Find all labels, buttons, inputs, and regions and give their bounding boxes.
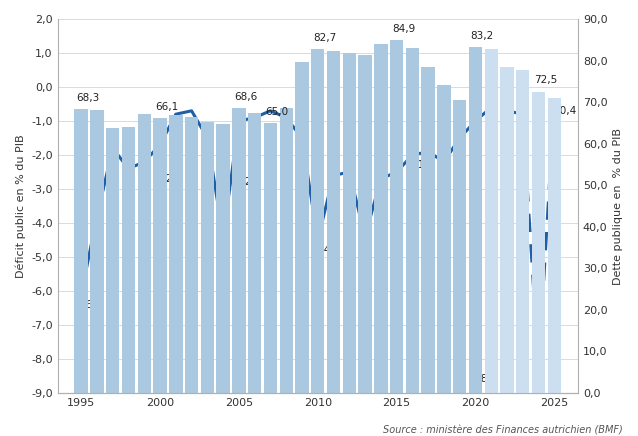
Bar [359, 55, 372, 393]
Y-axis label: Déficit public en % du PIB: Déficit public en % du PIB [15, 134, 26, 278]
Bar [374, 44, 387, 393]
Text: -4,4: -4,4 [320, 245, 341, 255]
Bar [201, 122, 214, 393]
Bar [343, 53, 356, 393]
Text: -8,3: -8,3 [478, 375, 498, 385]
Y-axis label: Dette publique en  % du PIB: Dette publique en % du PIB [613, 127, 623, 285]
Text: -2,4: -2,4 [163, 174, 183, 184]
Text: 84,9: 84,9 [392, 24, 415, 34]
Bar [422, 67, 435, 393]
Bar [453, 100, 466, 393]
Bar [263, 123, 277, 393]
Bar [169, 115, 182, 393]
Bar [153, 118, 167, 393]
Bar [185, 117, 198, 393]
Bar [484, 49, 498, 393]
Text: -6,1: -6,1 [83, 300, 103, 310]
Bar [279, 109, 293, 393]
Bar [216, 124, 230, 393]
Bar [248, 113, 262, 393]
Bar [122, 127, 135, 393]
Text: 65,0: 65,0 [265, 107, 289, 117]
Bar [516, 70, 530, 393]
Text: Source : ministère des Finances autrichien (BMF): Source : ministère des Finances autrichi… [383, 426, 623, 436]
Bar [138, 114, 151, 393]
Text: 68,3: 68,3 [77, 93, 100, 103]
Bar [469, 47, 482, 393]
Text: -2,5: -2,5 [241, 177, 262, 187]
Text: 66,1: 66,1 [155, 102, 179, 112]
Bar [406, 48, 419, 393]
Bar [232, 108, 246, 393]
Bar [390, 40, 403, 393]
Bar [532, 92, 545, 393]
Text: 72,5: 72,5 [534, 75, 557, 85]
Bar [90, 110, 103, 393]
Bar [547, 98, 561, 393]
Text: -1,0: -1,0 [415, 160, 435, 170]
Text: 83,2: 83,2 [471, 31, 494, 41]
Bar [437, 85, 450, 393]
Bar [75, 109, 88, 393]
Bar [500, 67, 514, 393]
Bar [327, 51, 340, 393]
Bar [311, 49, 325, 393]
Bar [295, 62, 309, 393]
Text: 82,7: 82,7 [313, 33, 336, 43]
Text: 68,6: 68,6 [234, 92, 257, 102]
Bar [106, 128, 119, 393]
Text: -0,4: -0,4 [557, 106, 577, 116]
